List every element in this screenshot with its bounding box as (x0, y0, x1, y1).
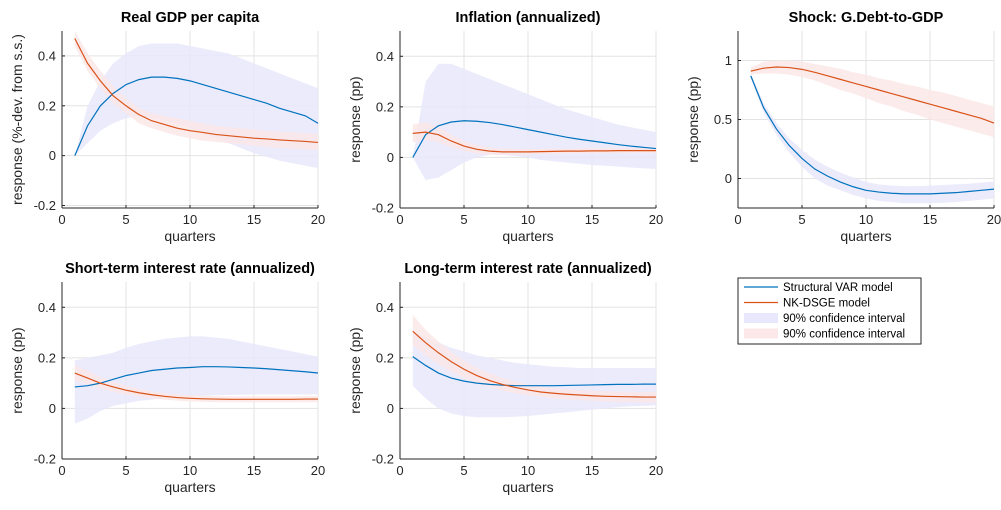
y-tick-label: 0.2 (376, 350, 394, 365)
x-tick-label: 10 (521, 463, 535, 478)
y-axis-label: response (pp) (347, 76, 363, 162)
series-line-dsge (750, 66, 995, 124)
confidence-band-var (750, 73, 994, 204)
x-tick-label: 5 (460, 463, 467, 478)
y-axis-label: response (pp) (685, 76, 701, 162)
x-axis-label: quarters (164, 228, 215, 244)
x-tick-label: 20 (311, 463, 325, 478)
x-tick-label: 15 (585, 463, 599, 478)
x-tick-label: 0 (396, 212, 403, 227)
y-tick-label: 0 (49, 401, 56, 416)
y-tick-label: 0.4 (38, 48, 56, 63)
legend-label: 90% confidence interval (783, 329, 905, 341)
y-tick-label: -0.2 (34, 452, 56, 467)
y-tick-label: 1 (725, 53, 732, 68)
subplot-title: Shock: G.Debt-to-GDP (789, 10, 944, 26)
y-tick-label: 0 (387, 401, 394, 416)
confidence-band-dsge (74, 31, 318, 151)
y-tick-label: 0 (387, 150, 394, 165)
y-tick-label: 0 (725, 171, 732, 186)
legend-label: NK-DSGE model (783, 298, 870, 310)
y-tick-label: -0.2 (34, 198, 56, 213)
subplot-title: Inflation (annualized) (456, 10, 601, 26)
y-axis-label: response (pp) (9, 327, 25, 413)
series-line-dsge (74, 372, 318, 400)
confidence-band-var (412, 332, 656, 418)
subplot-3: 0 5 10 15 20 0 0.5 1 Shock: G.Debt-to-GDP quarter… (685, 10, 1001, 244)
x-tick-label: 10 (183, 463, 197, 478)
x-tick-label: 5 (122, 463, 129, 478)
series-line-dsge (412, 330, 656, 398)
legend-patch-swatch (744, 328, 778, 339)
y-tick-label: 0.2 (38, 350, 56, 365)
x-tick-label: 5 (798, 212, 805, 227)
x-tick-label: 0 (396, 463, 403, 478)
confidence-band-dsge (74, 365, 318, 403)
x-tick-label: 5 (122, 212, 129, 227)
x-tick-label: 0 (734, 212, 741, 227)
x-tick-label: 20 (987, 212, 1001, 227)
x-tick-label: 15 (585, 212, 599, 227)
x-tick-label: 20 (649, 463, 663, 478)
x-tick-label: 5 (460, 212, 467, 227)
y-tick-label: -0.2 (372, 452, 394, 467)
x-tick-label: 20 (649, 212, 663, 227)
series-line-dsge (74, 38, 319, 144)
subplot-title: Long-term interest rate (annualized) (404, 261, 652, 277)
x-axis-label: quarters (502, 228, 553, 244)
x-tick-label: 10 (859, 212, 873, 227)
series-line-var (74, 76, 319, 156)
x-tick-label: 15 (923, 212, 937, 227)
x-tick-label: 0 (58, 212, 65, 227)
series-line-var (412, 120, 657, 158)
confidence-band-dsge (412, 314, 656, 403)
x-tick-label: 15 (247, 463, 261, 478)
legend-label: 90% confidence interval (783, 313, 905, 325)
x-axis-label: quarters (840, 228, 891, 244)
confidence-band-var (74, 43, 318, 169)
x-axis-label: quarters (502, 479, 553, 495)
confidence-band-var (74, 336, 318, 424)
series-line-var (412, 356, 656, 387)
y-tick-label: -0.2 (372, 201, 394, 216)
series-line-var (74, 366, 319, 388)
x-tick-label: 10 (521, 212, 535, 227)
subplot-title: Real GDP per capita (121, 10, 260, 26)
confidence-band-dsge (412, 122, 656, 155)
series-line-dsge (412, 131, 656, 153)
x-axis-label: quarters (164, 479, 215, 495)
x-tick-label: 20 (311, 212, 325, 227)
y-tick-label: 0.2 (38, 98, 56, 113)
x-tick-label: 10 (183, 212, 197, 227)
legend-patch-swatch (744, 313, 778, 323)
y-axis-label: response (pp) (347, 327, 363, 413)
y-tick-label: 0.4 (376, 49, 394, 64)
y-tick-label: 0 (49, 148, 56, 163)
series-line-var (750, 75, 995, 195)
y-tick-label: 0.2 (376, 99, 394, 114)
legend: Structural VAR model NK-DSGE model 90% con… (737, 277, 922, 345)
y-axis-label: response (%-dev. from s.s.) (9, 34, 25, 205)
confidence-band-dsge (750, 60, 994, 138)
legend-label: Structural VAR model (783, 282, 893, 294)
y-tick-label: 0.5 (714, 112, 732, 127)
y-tick-label: 0.4 (38, 300, 56, 315)
x-tick-label: 15 (247, 212, 261, 227)
x-tick-label: 0 (58, 463, 65, 478)
subplot-title: Short-term interest rate (annualized) (65, 261, 315, 277)
y-tick-label: 0.4 (376, 300, 394, 315)
